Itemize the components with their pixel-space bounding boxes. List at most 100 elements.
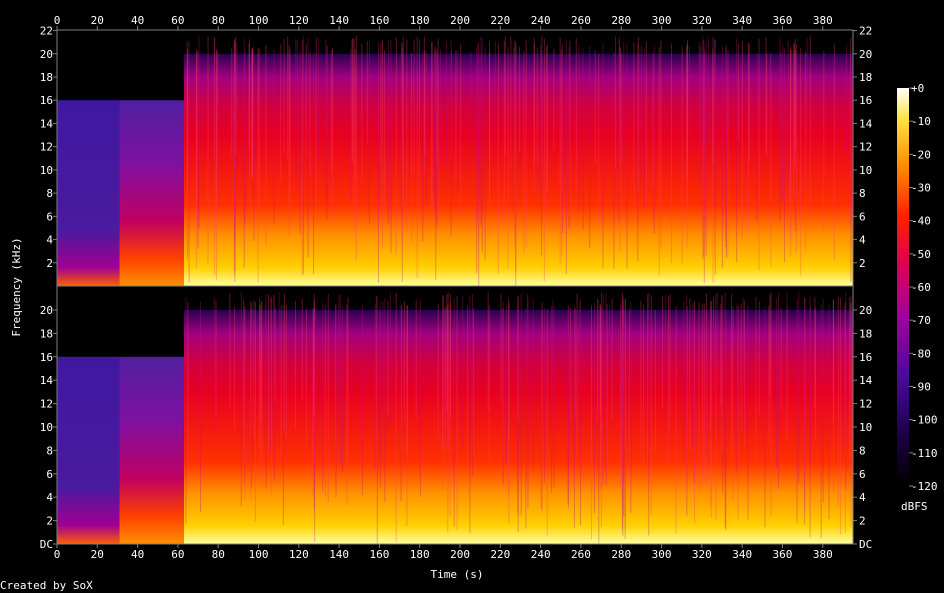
y-tick-label: DC xyxy=(859,538,872,551)
spectrogram-texture xyxy=(689,298,690,451)
spectrogram-texture xyxy=(731,294,732,471)
spectrogram-texture xyxy=(791,50,792,153)
spectrogram-texture xyxy=(840,298,841,535)
spectrogram-texture xyxy=(613,52,614,269)
spectrogram-texture xyxy=(384,298,385,501)
x-tick-label: 220 xyxy=(490,14,510,27)
spectrogram-texture xyxy=(253,301,254,440)
spectrogram-texture xyxy=(720,304,721,406)
spectrogram-texture xyxy=(318,38,319,153)
spectrogram-texture xyxy=(578,46,579,212)
spectrogram-texture xyxy=(472,294,473,476)
spectrogram-texture xyxy=(352,39,353,163)
spectrogram-texture xyxy=(810,36,811,217)
spectrogram-texture xyxy=(325,39,326,200)
spectrogram-texture xyxy=(346,305,347,506)
spectrogram-texture xyxy=(698,303,699,493)
spectrogram-texture xyxy=(526,40,527,247)
spectrogram-texture xyxy=(601,292,602,527)
spectrogram-texture xyxy=(766,38,767,154)
spectrogram-texture xyxy=(460,44,461,218)
x-tick-label: 180 xyxy=(410,14,430,27)
spectrogram-texture xyxy=(470,52,471,168)
spectrogram-texture xyxy=(322,303,323,492)
x-tick-label: 80 xyxy=(212,548,225,561)
y-tick-label: 10 xyxy=(859,421,872,434)
spectrogram-texture xyxy=(450,294,451,419)
x-tick-label: 300 xyxy=(652,14,672,27)
spectrogram-texture xyxy=(284,293,285,431)
spectrogram-texture xyxy=(302,40,303,275)
y-tick-label: 2 xyxy=(859,515,866,528)
y-tick-label: 22 xyxy=(859,25,872,38)
spectrogram-texture xyxy=(310,52,311,176)
spectrogram-texture xyxy=(234,39,235,242)
spectrogram-texture xyxy=(821,305,822,539)
spectrogram-texture xyxy=(570,308,571,423)
y-tick-label: 18 xyxy=(859,327,872,340)
y-tick-label: 6 xyxy=(859,210,866,223)
x-tick-label: 380 xyxy=(813,548,833,561)
spectrogram-texture xyxy=(603,294,604,397)
spectrogram-texture xyxy=(241,292,242,506)
colorbar-tick-label: -60 xyxy=(911,281,931,294)
spectrogram-texture xyxy=(655,310,656,454)
spectrogram-texture xyxy=(244,307,245,484)
spectrogram-texture xyxy=(431,42,432,211)
y-tick-label: 10 xyxy=(40,421,53,434)
spectrogram-texture xyxy=(838,297,839,507)
spectrogram-texture xyxy=(850,296,851,527)
x-tick-label: 20 xyxy=(91,548,104,561)
spectrogram-texture xyxy=(540,45,541,195)
spectrogram-texture xyxy=(703,40,704,257)
spectrogram-texture xyxy=(306,309,307,449)
spectrogram-texture xyxy=(780,37,781,222)
spectrogram-texture xyxy=(544,308,545,482)
spectrogram-texture xyxy=(704,52,705,150)
spectrogram-texture xyxy=(455,50,456,179)
spectrogram-texture xyxy=(378,42,379,283)
colorbar-tick-label: +0 xyxy=(911,82,924,95)
spectrogram-texture xyxy=(506,305,507,464)
spectrogram-texture xyxy=(630,302,631,513)
spectrogram-texture xyxy=(722,296,723,493)
y-tick-label: 8 xyxy=(859,187,866,200)
x-tick-label: 260 xyxy=(571,548,591,561)
spectrogram-texture xyxy=(376,296,377,474)
spectrogram-texture xyxy=(562,43,563,233)
spectrogram-texture xyxy=(488,292,489,411)
spectrogram-texture xyxy=(283,305,284,525)
spectrogram-texture xyxy=(546,46,547,210)
y-tick-label: 10 xyxy=(859,164,872,177)
colorbar: +0-10-20-30-40-50-60-70-80-90-100-110-12… xyxy=(897,82,938,513)
spectrogram-texture xyxy=(542,303,543,513)
y-tick-label: 12 xyxy=(859,398,872,411)
spectrogram-texture xyxy=(396,38,397,254)
spectrogram-texture xyxy=(654,45,655,234)
x-tick-label: 160 xyxy=(369,548,389,561)
spectrogram-texture xyxy=(314,294,315,416)
y-tick-label: 18 xyxy=(859,71,872,84)
spectrogram-texture xyxy=(208,36,209,265)
spectrogram-texture xyxy=(251,303,252,454)
spectrogram-texture xyxy=(665,295,666,409)
spectrogram-texture xyxy=(396,293,397,542)
spectrogram-texture xyxy=(615,37,616,168)
spectrogram-texture xyxy=(569,47,570,228)
spectrogram-texture xyxy=(710,301,711,507)
y-tick-label: 22 xyxy=(40,25,53,38)
spectrogram-texture xyxy=(736,303,737,473)
spectrogram-texture xyxy=(612,299,613,421)
spectrogram-texture xyxy=(671,43,672,262)
spectrogram-texture xyxy=(579,303,580,418)
spectrogram-texture xyxy=(467,305,468,470)
x-tick-label: 360 xyxy=(773,14,793,27)
x-tick-label: 40 xyxy=(131,14,144,27)
spectrogram-texture xyxy=(514,41,515,247)
y-axis-label: Frequency (kHz) xyxy=(10,237,23,336)
spectrogram-texture xyxy=(633,42,634,215)
spectrogram-texture xyxy=(661,40,662,246)
spectrogram-texture xyxy=(447,304,448,532)
spectrogram-texture xyxy=(646,41,647,203)
spectrogram-texture xyxy=(620,304,621,487)
